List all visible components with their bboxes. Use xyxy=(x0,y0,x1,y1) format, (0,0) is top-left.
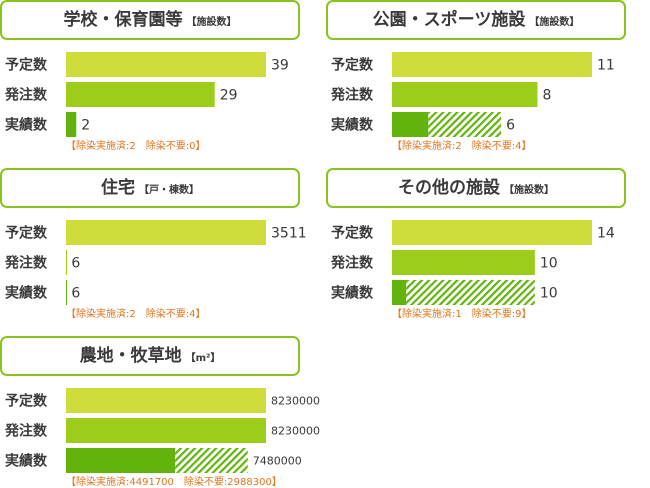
value-label-planned: 3511 xyxy=(271,226,307,242)
row-label-planned: 予定数 xyxy=(5,393,48,410)
bar-actual-not-required xyxy=(428,112,502,137)
bar-chart-other-facilities: 予定数 14 発注数 10 実績数 10 xyxy=(330,220,615,305)
panel-title: 農地・牧草地 xyxy=(79,346,182,366)
row-label-ordered: 発注数 xyxy=(4,255,48,272)
value-label-planned: 11 xyxy=(597,58,615,74)
panel-title: 学校・保育園等 xyxy=(63,10,183,30)
panel-header: 学校・保育園等 【施設数】 xyxy=(0,0,300,40)
panel-header: その他の施設 【施設数】 xyxy=(326,168,626,208)
value-label-planned: 39 xyxy=(271,58,289,74)
bar-actual-not-required xyxy=(175,448,248,473)
bar-planned xyxy=(392,52,592,77)
bar-planned xyxy=(66,388,266,413)
bar-ordered xyxy=(66,418,266,443)
bar-chart-schools: 予定数 39 発注数 29 実績数 2 xyxy=(4,52,289,137)
bar-actual-decontaminated xyxy=(66,112,77,137)
bar-actual-not-required xyxy=(406,280,535,305)
row-label-ordered: 発注数 xyxy=(330,87,374,104)
value-label-actual: 6 xyxy=(71,286,80,302)
row-label-actual: 実績数 xyxy=(5,453,48,470)
row-label-planned: 予定数 xyxy=(5,225,48,242)
bar-chart-parks: 予定数 11 発注数 8 実績数 6 xyxy=(330,52,615,137)
bar-planned xyxy=(392,220,592,245)
row-label-actual: 実績数 xyxy=(5,285,48,302)
value-label-ordered: 10 xyxy=(540,256,558,272)
panel-title: その他の施設 xyxy=(398,178,500,198)
bar-chart-farmland: 予定数 8230000 発注数 8230000 実績数 7480000 xyxy=(4,388,320,473)
row-label-actual: 実績数 xyxy=(5,117,48,134)
panel-unit: 【戸・棟数】 xyxy=(139,185,199,196)
panel-unit: 【施設数】 xyxy=(186,17,237,28)
breakdown-note: 【除染実施済:1 除染不要:9】 xyxy=(392,309,532,320)
bar-chart-housing: 予定数 3511 発注数 6 実績数 6 xyxy=(4,220,307,305)
bar-ordered xyxy=(392,82,538,107)
bar-ordered xyxy=(66,82,215,107)
value-label-ordered: 8 xyxy=(542,88,551,104)
row-label-ordered: 発注数 xyxy=(330,255,374,272)
panel-title: 住宅 xyxy=(101,178,135,198)
breakdown-note: 【除染実施済:4491700 除染不要:2988300】 xyxy=(66,477,282,488)
bar-actual-decontaminated xyxy=(66,448,176,473)
breakdown-note: 【除染実施済:2 除染不要:4】 xyxy=(66,309,206,320)
panel-unit: 【施設数】 xyxy=(504,185,554,196)
value-label-ordered: 6 xyxy=(71,256,80,272)
row-label-ordered: 発注数 xyxy=(4,87,48,104)
row-label-planned: 予定数 xyxy=(5,57,48,74)
value-label-actual: 7480000 xyxy=(253,455,302,468)
value-label-actual: 6 xyxy=(506,118,515,134)
bar-actual-decontaminated xyxy=(392,280,407,305)
value-label-planned: 8230000 xyxy=(271,395,320,408)
bar-actual-decontaminated xyxy=(66,280,67,305)
bar-planned xyxy=(66,52,266,77)
row-label-ordered: 発注数 xyxy=(4,423,48,440)
panel-unit: 【施設数】 xyxy=(529,17,580,28)
panel-header: 農地・牧草地 【m²】 xyxy=(0,336,300,376)
panel-unit: 【m²】 xyxy=(185,353,221,364)
bar-actual-decontaminated xyxy=(392,112,429,137)
value-label-ordered: 8230000 xyxy=(271,425,320,438)
bar-ordered xyxy=(392,250,535,275)
bar-planned xyxy=(66,220,266,245)
breakdown-note: 【除染実施済:2 除染不要:0】 xyxy=(66,141,206,152)
value-label-actual: 2 xyxy=(81,118,90,134)
row-label-planned: 予定数 xyxy=(331,225,374,242)
breakdown-note: 【除染実施済:2 除染不要:4】 xyxy=(392,141,532,152)
row-label-planned: 予定数 xyxy=(331,57,374,74)
row-label-actual: 実績数 xyxy=(331,285,374,302)
panel-title: 公園・スポーツ施設 xyxy=(372,10,526,30)
bar-ordered xyxy=(66,250,67,275)
value-label-planned: 14 xyxy=(597,226,615,242)
panel-header: 住宅 【戸・棟数】 xyxy=(0,168,300,208)
value-label-actual: 10 xyxy=(540,286,558,302)
value-label-ordered: 29 xyxy=(220,88,238,104)
panel-header: 公園・スポーツ施設 【施設数】 xyxy=(326,0,626,40)
row-label-actual: 実績数 xyxy=(331,117,374,134)
